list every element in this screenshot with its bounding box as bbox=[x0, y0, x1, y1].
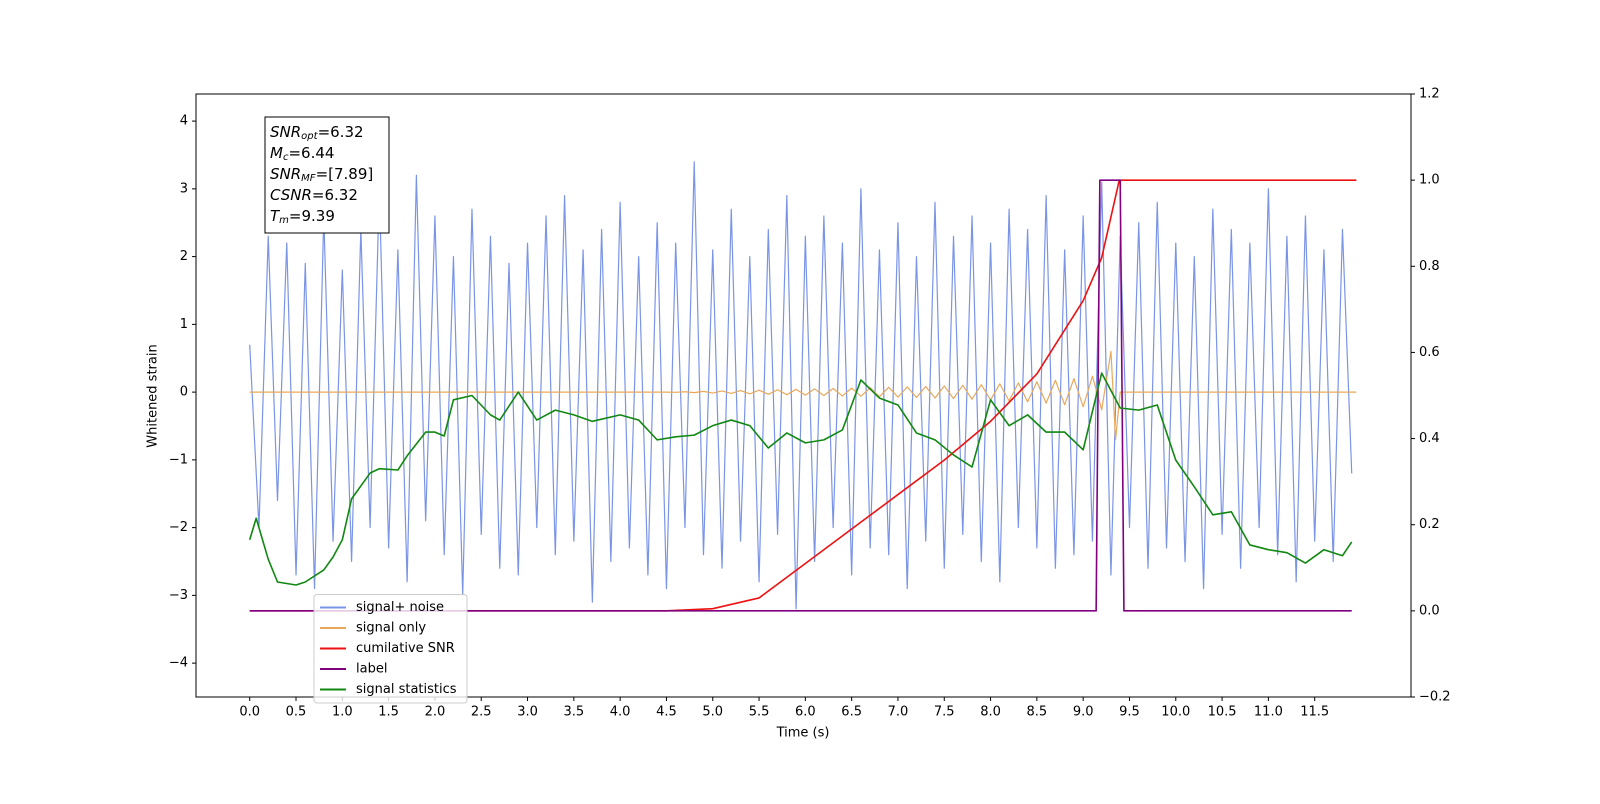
y-tick-label: 4 bbox=[180, 114, 188, 129]
x-tick-label: 9.0 bbox=[1073, 705, 1094, 720]
legend-label: label bbox=[356, 662, 387, 677]
annotation-value: =6.44 bbox=[288, 144, 334, 162]
legend-label: cumilative SNR bbox=[356, 641, 455, 656]
annotation-symbol: T bbox=[270, 207, 281, 225]
y-axis-label: Whitened strain bbox=[146, 344, 161, 447]
annotation-value: =9.39 bbox=[289, 207, 335, 225]
x-tick-label: 1.5 bbox=[378, 705, 399, 720]
y-tick-label: −4 bbox=[169, 656, 188, 671]
x-tick-label: 2.0 bbox=[425, 705, 446, 720]
x-tick-label: 7.5 bbox=[934, 705, 955, 720]
x-tick-label: 11.5 bbox=[1300, 705, 1329, 720]
x-tick-label: 6.0 bbox=[795, 705, 816, 720]
legend-label: signal+ noise bbox=[356, 600, 444, 615]
annotation-value: =6.32 bbox=[318, 123, 364, 141]
annotation: CSNR=6.32 bbox=[270, 186, 358, 204]
annotation-subscript: MF bbox=[301, 173, 316, 184]
y-tick-label: −2 bbox=[169, 520, 188, 535]
annotation-symbol: M bbox=[270, 144, 283, 162]
annotation-symbol: SNR bbox=[270, 123, 301, 141]
plot-area bbox=[248, 161, 1357, 612]
x-tick-label: 8.5 bbox=[1027, 705, 1048, 720]
annotation: SNRMF=[7.89] bbox=[270, 165, 373, 185]
series-line bbox=[248, 372, 1353, 586]
x-tick-label: 5.5 bbox=[749, 705, 770, 720]
x-tick-label: 2.5 bbox=[471, 705, 492, 720]
legend-label: signal only bbox=[356, 621, 426, 636]
annotation: Mc=6.44 bbox=[270, 144, 334, 164]
y2-tick-label: −0.2 bbox=[1419, 690, 1451, 705]
y-tick-label: 0 bbox=[180, 385, 188, 400]
y2-tick-label: 0.8 bbox=[1419, 259, 1440, 274]
annotation: SNRopt=6.32 bbox=[270, 123, 364, 143]
x-tick-label: 4.5 bbox=[656, 705, 677, 720]
x-tick-label: 10.0 bbox=[1161, 705, 1190, 720]
legend-box bbox=[313, 594, 468, 704]
y-tick-label: 1 bbox=[180, 317, 188, 332]
legend-label: signal statistics bbox=[356, 682, 457, 697]
x-axis-label: Time (s) bbox=[776, 726, 830, 741]
annotation-value: =[7.89] bbox=[316, 165, 374, 183]
x-tick-label: 5.0 bbox=[702, 705, 723, 720]
annotation-symbol: SNR bbox=[270, 165, 301, 183]
y2-tick-label: 0.0 bbox=[1419, 603, 1440, 618]
x-tick-label: 7.0 bbox=[888, 705, 909, 720]
y2-tick-label: 1.0 bbox=[1419, 173, 1440, 188]
y-tick-label: −1 bbox=[169, 452, 188, 467]
annotation-symbol: CSNR bbox=[270, 186, 312, 204]
x-tick-label: 0.0 bbox=[239, 705, 260, 720]
annotation: Tm=9.39 bbox=[270, 207, 335, 227]
x-tick-label: 8.0 bbox=[980, 705, 1001, 720]
annotation-subscript: c bbox=[283, 152, 289, 163]
annotation-subscript: m bbox=[279, 215, 289, 226]
y-tick-label: −3 bbox=[169, 588, 188, 603]
axes-frame bbox=[195, 93, 1412, 698]
x-tick-label: 4.0 bbox=[610, 705, 631, 720]
x-tick-label: 9.5 bbox=[1119, 705, 1140, 720]
y2-tick-label: 0.2 bbox=[1419, 517, 1440, 532]
series-line bbox=[249, 161, 1353, 610]
series-line bbox=[249, 179, 1352, 612]
annotation-value: =6.32 bbox=[312, 186, 358, 204]
x-tick-label: 10.5 bbox=[1208, 705, 1237, 720]
y2-tick-label: 0.4 bbox=[1419, 431, 1440, 446]
annotation-box bbox=[264, 116, 390, 234]
x-tick-label: 11.0 bbox=[1254, 705, 1283, 720]
y-tick-label: 2 bbox=[180, 249, 188, 264]
x-tick-label: 0.5 bbox=[286, 705, 307, 720]
y-tick-label: 3 bbox=[180, 181, 188, 196]
x-tick-label: 3.5 bbox=[563, 705, 584, 720]
series-line bbox=[249, 350, 1357, 441]
y2-tick-label: 1.2 bbox=[1419, 87, 1440, 102]
x-tick-label: 6.5 bbox=[841, 705, 862, 720]
y2-tick-label: 0.6 bbox=[1419, 345, 1440, 360]
x-tick-label: 1.0 bbox=[332, 705, 353, 720]
annotation-subscript: opt bbox=[301, 131, 318, 142]
x-tick-label: 3.0 bbox=[517, 705, 538, 720]
